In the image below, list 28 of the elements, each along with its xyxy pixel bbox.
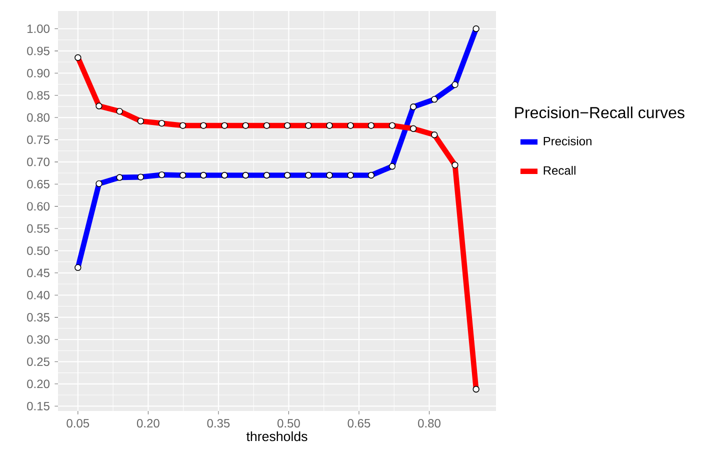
legend-title: Precision−Recall curves [515, 106, 684, 118]
x-tick-label: 0.05 [66, 419, 90, 428]
y-tick-label: 0.25 [27, 357, 50, 366]
y-tick-label: 1.00 [28, 24, 50, 34]
y-tick-label: 0.45 [27, 268, 50, 278]
x-tick-label: 0.50 [277, 419, 300, 428]
y-tick-label: 0.35 [27, 313, 50, 322]
y-tick-label: 0.60 [27, 202, 50, 211]
y-tick-label: 0.90 [27, 68, 50, 78]
y-tick-label: 0.85 [27, 91, 50, 100]
x-tick-label: 0.80 [418, 419, 440, 428]
y-tick-label: 0.70 [27, 158, 50, 166]
y-tick-label: 0.20 [27, 380, 50, 388]
y-tick-label: 0.30 [27, 335, 50, 344]
legend-label: Precision [544, 136, 592, 146]
y-tick-label: 0.95 [27, 46, 50, 56]
y-tick-label: 0.40 [27, 290, 50, 300]
legend-label: Recall [544, 166, 576, 175]
y-tick-label: 0.50 [27, 246, 50, 255]
x-tick-label: 0.20 [136, 419, 160, 428]
y-tick-label: 0.55 [27, 224, 50, 233]
y-tick-label: 0.65 [27, 180, 50, 188]
y-tick-label: 0.15 [27, 402, 50, 410]
x-tick-label: 0.35 [207, 419, 230, 428]
y-tick-label: 0.80 [27, 113, 50, 122]
x-tick-label: 0.65 [348, 419, 370, 428]
y-tick-label: 0.75 [27, 135, 50, 144]
x-axis-title: thresholds [246, 431, 308, 442]
